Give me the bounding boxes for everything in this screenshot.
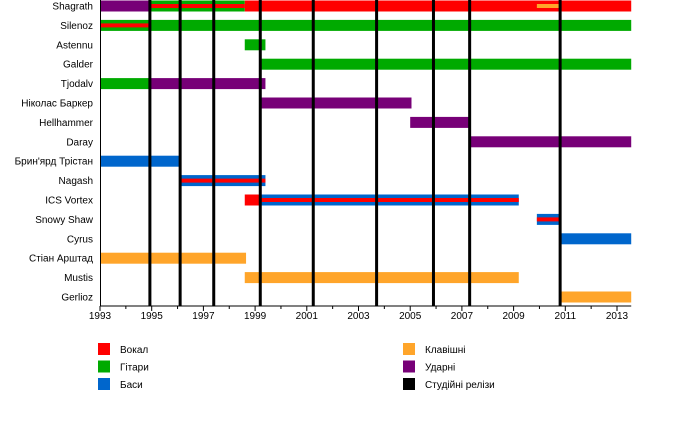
bar-drums: [260, 97, 412, 109]
bar-keyboards: [560, 291, 632, 303]
legend-swatch-bass: [98, 378, 110, 390]
x-tick-label: 2003: [347, 311, 370, 322]
x-tick-label: 1997: [192, 311, 215, 322]
legend-label-guitars: Гітари: [120, 363, 149, 374]
bar-vocals: [244, 0, 632, 12]
member-label: Tjodalv: [61, 79, 93, 90]
x-tick-label: 1993: [89, 311, 112, 322]
legend-swatch-guitars: [98, 360, 110, 373]
member-label: Gerlioz: [61, 293, 93, 304]
release-line: [375, 0, 379, 306]
x-tick-label: 2011: [555, 311, 577, 322]
legend-label-keyboards: Клавішні: [425, 345, 466, 356]
release-line: [258, 0, 262, 306]
member-label: Snowy Shaw: [35, 215, 94, 226]
bar-drums: [100, 0, 150, 12]
legend-label-bass: Баси: [120, 380, 143, 391]
member-label: Mustis: [64, 273, 93, 284]
member-label: Hellhammer: [39, 118, 94, 129]
member-label: Nagash: [59, 176, 93, 187]
release-line: [468, 0, 472, 306]
bar-guitars: [100, 78, 150, 90]
legend-swatch-keyboards: [403, 343, 415, 355]
bar-bass: [560, 233, 632, 245]
x-tick-label: 2007: [451, 311, 474, 322]
legend-label-vocals: Вокал: [120, 345, 148, 356]
release-line: [431, 0, 435, 306]
bar-drums: [410, 116, 471, 128]
bar-drums: [469, 136, 632, 148]
member-label: ICS Vortex: [45, 196, 93, 207]
release-line: [311, 0, 315, 306]
x-tick-label: 2009: [502, 311, 525, 322]
bar-guitars: [100, 19, 632, 31]
legend-swatch-releases: [403, 378, 415, 390]
member-label: Astennu: [56, 40, 93, 51]
release-line: [558, 0, 562, 306]
member-label: Silenoz: [60, 21, 93, 32]
stripe-vocals: [180, 178, 266, 183]
member-label: Cyrus: [67, 234, 93, 245]
member-label: Стіан Арштад: [29, 254, 93, 265]
stripe-vocals: [536, 217, 561, 222]
bar-keyboards: [244, 272, 519, 284]
release-line: [212, 0, 216, 306]
member-label: Shagrath: [52, 2, 93, 13]
legend-swatch-vocals: [98, 343, 110, 355]
member-label: Daray: [66, 137, 93, 148]
stripe-vocals: [260, 198, 519, 202]
x-tick-label: 2013: [606, 311, 629, 322]
x-tick-label: 2005: [399, 311, 422, 322]
stripe-keyboards: [536, 4, 559, 8]
stripe-vocals: [100, 23, 150, 28]
legend-label-releases: Студійні релізи: [425, 380, 495, 391]
bar-bass: [100, 155, 181, 167]
member-label: Galder: [63, 60, 94, 71]
bar-keyboards: [100, 252, 247, 264]
release-line: [178, 0, 182, 306]
x-tick-label: 1995: [141, 311, 164, 322]
x-tick-label: 2001: [296, 311, 319, 322]
x-tick-label: 1999: [244, 311, 267, 322]
bar-guitars: [244, 39, 266, 51]
stripe-vocals: [149, 4, 245, 8]
legend-label-drums: Ударні: [425, 363, 455, 374]
member-label: Ніколас Баркер: [21, 99, 93, 110]
bar-guitars: [260, 58, 632, 70]
legend-swatch-drums: [403, 360, 415, 373]
bar-drums: [149, 78, 266, 90]
release-line: [148, 0, 152, 306]
member-label: Брин'ярд Трістан: [15, 157, 93, 168]
bar-vocals: [244, 194, 261, 206]
